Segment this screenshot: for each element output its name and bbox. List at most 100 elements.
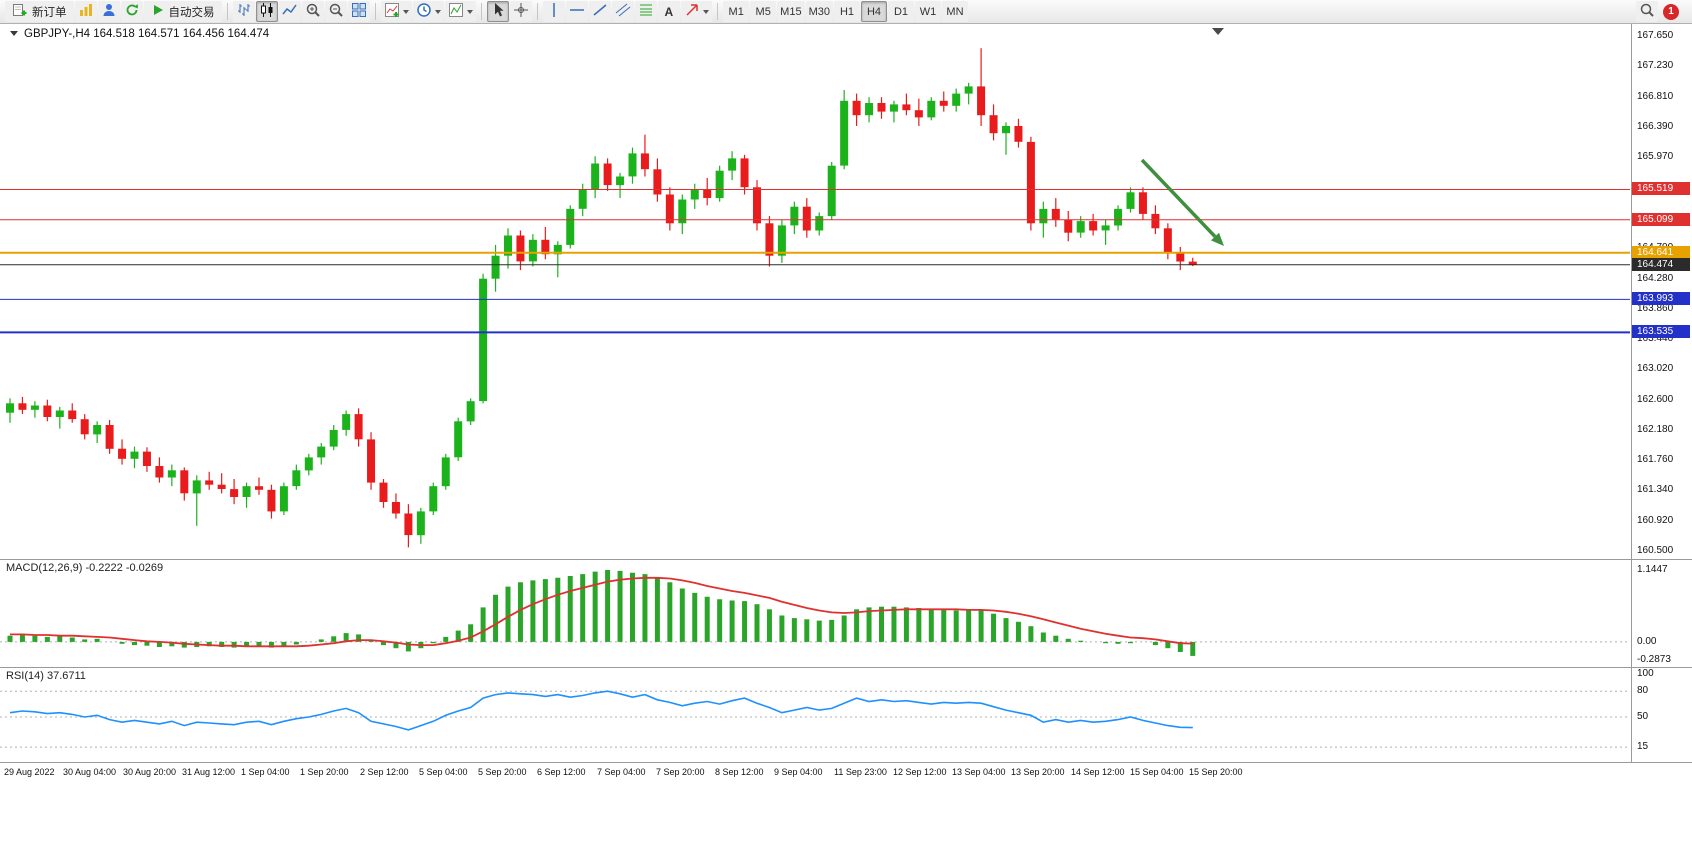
tf-m15-button[interactable]: M15: [777, 1, 805, 22]
indicators-button[interactable]: [380, 1, 412, 22]
cursor-tool-button[interactable]: [486, 1, 509, 22]
macd-axis-label: -0.2873: [1637, 654, 1671, 665]
profiles-button[interactable]: [97, 1, 120, 22]
time-axis-label: 11 Sep 23:00: [834, 767, 887, 777]
candlesticks: [6, 48, 1197, 548]
chevron-down-icon: [703, 10, 710, 17]
trend-arrow-annotation[interactable]: [1140, 158, 1224, 246]
tf-m30-button[interactable]: M30: [805, 1, 833, 22]
candles-chart-type-button[interactable]: [255, 1, 278, 22]
clock-icon: [416, 2, 432, 21]
time-axis-label: 9 Sep 04:00: [774, 767, 823, 777]
tf-w1-button[interactable]: W1: [914, 1, 941, 22]
arrow-tool-icon: [684, 2, 700, 21]
candlestick-chart[interactable]: [0, 24, 1630, 559]
tf-h1-button[interactable]: H1: [833, 1, 860, 22]
one-click-trading-icon[interactable]: [10, 31, 18, 40]
time-axis-label: 13 Sep 20:00: [1011, 767, 1065, 777]
vertical-line-tool-button[interactable]: [542, 1, 565, 22]
price-chart-panel[interactable]: GBPJPY-,H4 164.518 164.571 164.456 164.4…: [0, 24, 1692, 560]
line-chart-icon: [281, 2, 298, 21]
toolbar-separator: [480, 3, 482, 20]
zoom-out-icon: [328, 2, 344, 21]
new-order-icon: [12, 2, 28, 21]
toolbar-separator: [374, 3, 376, 20]
zoom-out-button[interactable]: [324, 1, 347, 22]
text-tool-button[interactable]: A: [657, 1, 681, 22]
price-level-badge: 163.535: [1632, 325, 1690, 338]
time-axis-label: 12 Sep 12:00: [893, 767, 947, 777]
price-axis-label: 167.650: [1637, 30, 1674, 41]
time-axis-label: 6 Sep 12:00: [537, 767, 586, 777]
tile-windows-button[interactable]: [347, 1, 370, 22]
tf-m1-button[interactable]: M1: [723, 1, 750, 22]
rsi-axis-label: 100: [1637, 668, 1654, 679]
trendline-icon: [592, 2, 608, 21]
time-axis-label: 7 Sep 20:00: [656, 767, 705, 777]
price-axis-label: 161.340: [1637, 484, 1674, 495]
price-level-badge: 164.641: [1632, 246, 1690, 259]
time-axis-label: 29 Aug 2022: [4, 767, 55, 777]
macd-axis-label: 1.1447: [1637, 564, 1668, 575]
time-axis-label: 13 Sep 04:00: [952, 767, 1006, 777]
new-order-button[interactable]: 新订单: [5, 1, 74, 22]
macd-axis-label: 0.00: [1637, 636, 1657, 647]
notification-badge[interactable]: 1: [1663, 3, 1679, 20]
rsi-line: [9, 690, 1193, 731]
fibonacci-tool-button[interactable]: [634, 1, 657, 22]
vertical-line-icon: [546, 2, 562, 21]
line-chart-type-button[interactable]: [278, 1, 301, 22]
main-toolbar: 新订单 自动交易: [0, 0, 1692, 24]
refresh-icon: [124, 2, 140, 21]
chart-workspace: GBPJPY-,H4 164.518 164.571 164.456 164.4…: [0, 24, 1692, 850]
price-axis-label: 167.230: [1637, 60, 1674, 71]
indicators-icon: [384, 2, 400, 21]
price-axis-label: 163.440: [1637, 333, 1674, 344]
autotrade-button[interactable]: 自动交易: [143, 1, 222, 22]
crosshair-tool-button[interactable]: [509, 1, 532, 22]
macd-panel[interactable]: MACD(12,26,9) -0.2222 -0.0269: [0, 560, 1692, 668]
text-tool-icon: A: [664, 4, 674, 19]
rsi-axis-label: 15: [1637, 741, 1649, 752]
price-axis-label: 166.810: [1637, 91, 1674, 102]
time-axis-label: 8 Sep 12:00: [715, 767, 764, 777]
chart-shift-marker[interactable]: [1212, 28, 1224, 35]
cursor-icon: [490, 2, 506, 21]
zoom-in-button[interactable]: [301, 1, 324, 22]
templates-button[interactable]: [444, 1, 476, 22]
macd-chart[interactable]: [0, 560, 1630, 667]
horizontal-line-tool-button[interactable]: [565, 1, 588, 22]
chevron-down-icon: [402, 10, 409, 17]
rsi-panel[interactable]: RSI(14) 37.6711: [0, 668, 1692, 763]
price-axis[interactable]: 167.650 167.230 166.810 166.390 165.970 165.5…: [1631, 24, 1692, 763]
price-axis-label: 166.390: [1637, 121, 1674, 132]
charts-button[interactable]: [74, 1, 97, 22]
periods-button[interactable]: [412, 1, 444, 22]
search-button[interactable]: [1636, 1, 1658, 22]
bars-chart-type-button[interactable]: [232, 1, 255, 22]
arrows-tool-button[interactable]: [681, 1, 713, 22]
crosshair-icon: [513, 2, 529, 21]
autotrade-play-icon: [151, 3, 165, 20]
tf-d1-button[interactable]: D1: [887, 1, 914, 22]
price-axis-label: 160.920: [1637, 515, 1674, 526]
price-axis-label: 160.500: [1637, 545, 1674, 556]
tf-h4-button[interactable]: H4: [860, 1, 887, 22]
channel-tool-button[interactable]: [611, 1, 634, 22]
price-axis-label: 164.280: [1637, 273, 1674, 284]
toolbar-separator: [717, 3, 719, 20]
rsi-chart[interactable]: [0, 668, 1630, 762]
price-axis-label: 163.020: [1637, 363, 1674, 374]
price-axis-label: 162.600: [1637, 394, 1674, 405]
time-axis[interactable]: 29 Aug 2022 30 Aug 04:00 30 Aug 20:00 31 Au…: [0, 763, 1692, 850]
tf-m5-button[interactable]: M5: [750, 1, 777, 22]
time-axis-label: 14 Sep 12:00: [1071, 767, 1125, 777]
refresh-button[interactable]: [120, 1, 143, 22]
rsi-axis-label: 80: [1637, 685, 1649, 696]
tf-mn-button[interactable]: MN: [941, 1, 968, 22]
horizontal-price-lines[interactable]: [0, 189, 1630, 334]
macd-histogram: [7, 570, 1196, 656]
macd-label: MACD(12,26,9) -0.2222 -0.0269: [6, 562, 164, 574]
zoom-in-icon: [305, 2, 321, 21]
trendline-tool-button[interactable]: [588, 1, 611, 22]
